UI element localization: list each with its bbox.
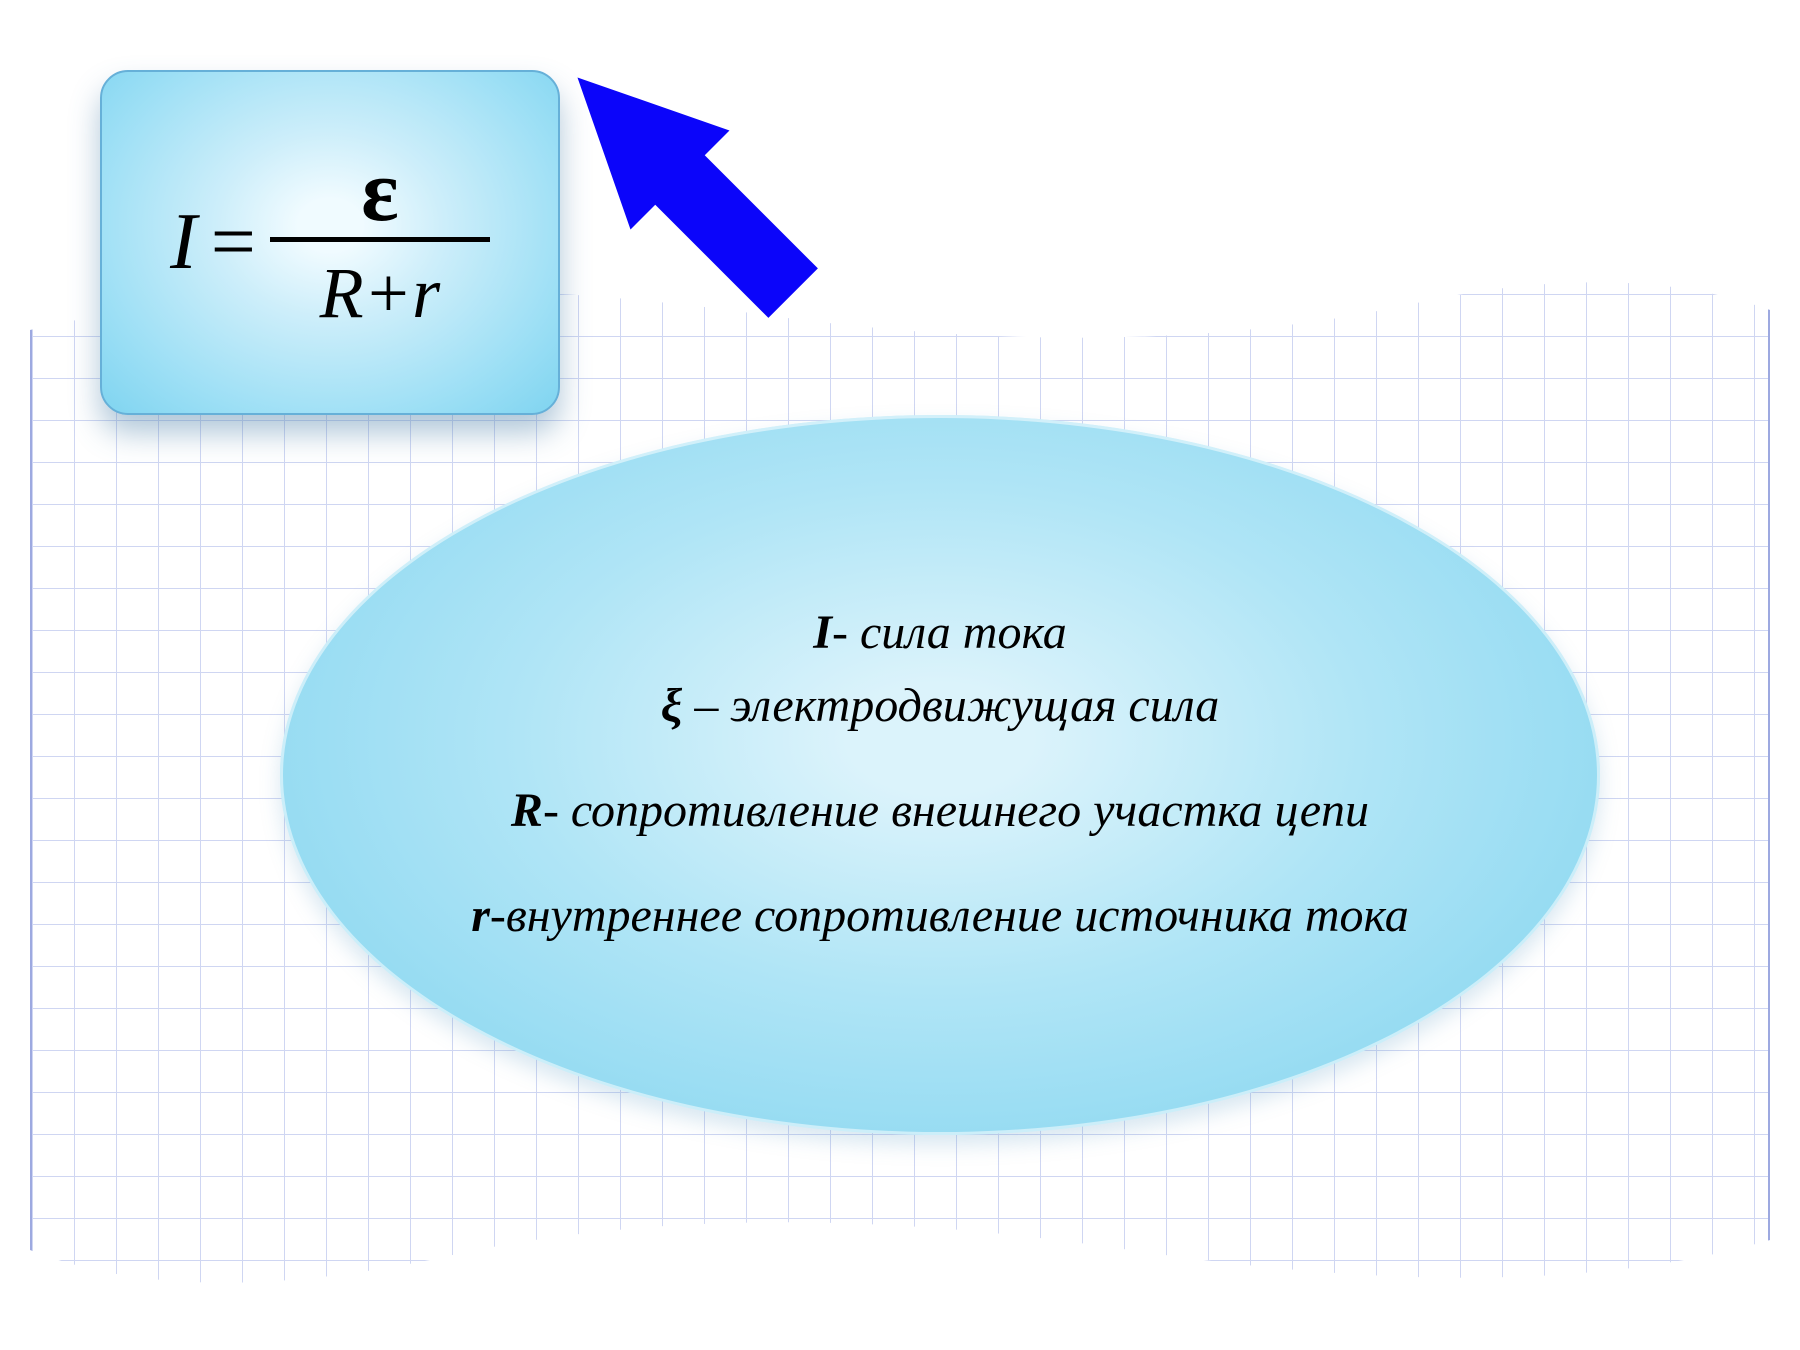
- def-text-rsmall: -внутреннее сопротивление источника тока: [490, 889, 1409, 942]
- def-text-I: - сила тока: [832, 606, 1067, 659]
- def-text-R: - сопротивление внешнего участка цепи: [543, 784, 1369, 837]
- formula-fraction: ε R+r: [270, 150, 490, 336]
- def-sym-R: R: [511, 784, 543, 837]
- def-sym-I: I: [813, 606, 832, 659]
- formula-numerator: ε: [361, 150, 399, 234]
- definitions-text: I- сила тока ξ – электродвижущая сила R-…: [471, 593, 1409, 956]
- def-sym-xi: ξ: [661, 679, 683, 732]
- formula-equals: =: [211, 197, 256, 288]
- formula: I = ε R+r: [170, 150, 490, 336]
- formula-denominator: R+r: [320, 246, 441, 335]
- formula-lhs: I: [170, 197, 197, 288]
- def-text-xi: – электродвижущая сила: [682, 679, 1219, 732]
- def-line-current: I- сила тока: [471, 601, 1409, 666]
- formula-box: I = ε R+r: [100, 70, 560, 415]
- pointer-arrow: [510, 30, 850, 335]
- def-sym-rsmall: r: [471, 889, 490, 942]
- definitions-bubble: I- сила тока ξ – электродвижущая сила R-…: [280, 415, 1600, 1135]
- def-line-r: r-внутреннее сопротивление источника ток…: [471, 884, 1409, 949]
- def-line-emf: ξ – электродвижущая сила: [471, 674, 1409, 739]
- fraction-bar: [270, 237, 490, 242]
- def-line-R: R- сопротивление внешнего участка цепи: [471, 779, 1409, 844]
